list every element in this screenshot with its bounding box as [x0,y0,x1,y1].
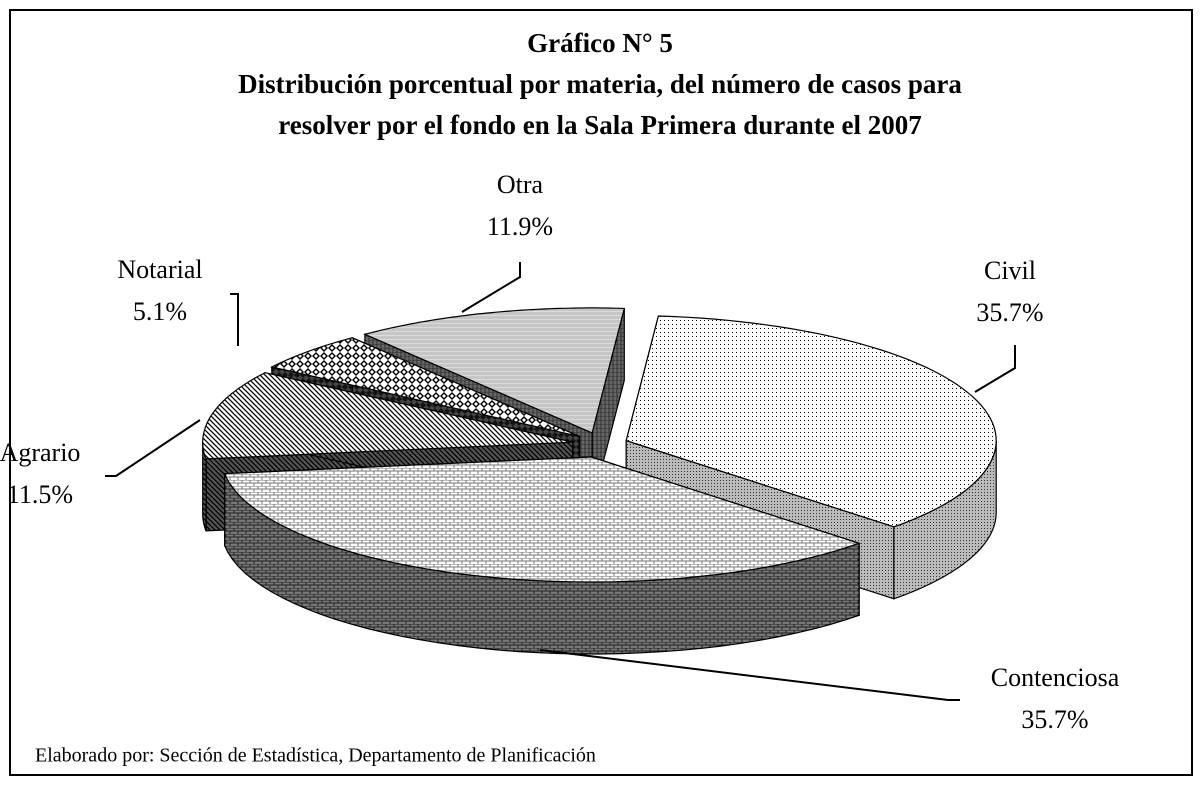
slice-label: Agrario [0,438,80,467]
slice-top [223,456,862,583]
chart-subtitle: Distribución porcentual por materia, del… [238,69,962,99]
leader-line [461,262,521,313]
slice-value-label: 5.1% [133,297,187,326]
slice-value-label: 35.7% [976,298,1043,327]
slice-label: Otra [497,170,544,199]
slice-value-label: 11.9% [487,212,553,241]
slice-top [625,315,997,528]
slice-label: Contenciosa [991,663,1120,692]
slice-top [270,337,580,437]
leader-line [539,649,960,701]
source-note: Elaborado por: Sección de Estadística, D… [35,745,596,767]
slice-label: Civil [984,256,1036,285]
slice-top [363,307,626,434]
pie-slice [223,456,862,655]
slice-value-label: 35.7% [1021,705,1088,734]
pie [202,307,997,655]
leader-line [230,293,239,346]
slice-value-label: 11.5% [7,480,73,509]
leader-line [974,345,1016,393]
leader-line [105,419,201,477]
chart-subtitle: resolver por el fondo en la Sala Primera… [278,110,921,140]
slice-top [202,372,573,460]
chart-title: Gráfico N° 5 [527,28,673,58]
slice-label: Notarial [117,255,202,284]
